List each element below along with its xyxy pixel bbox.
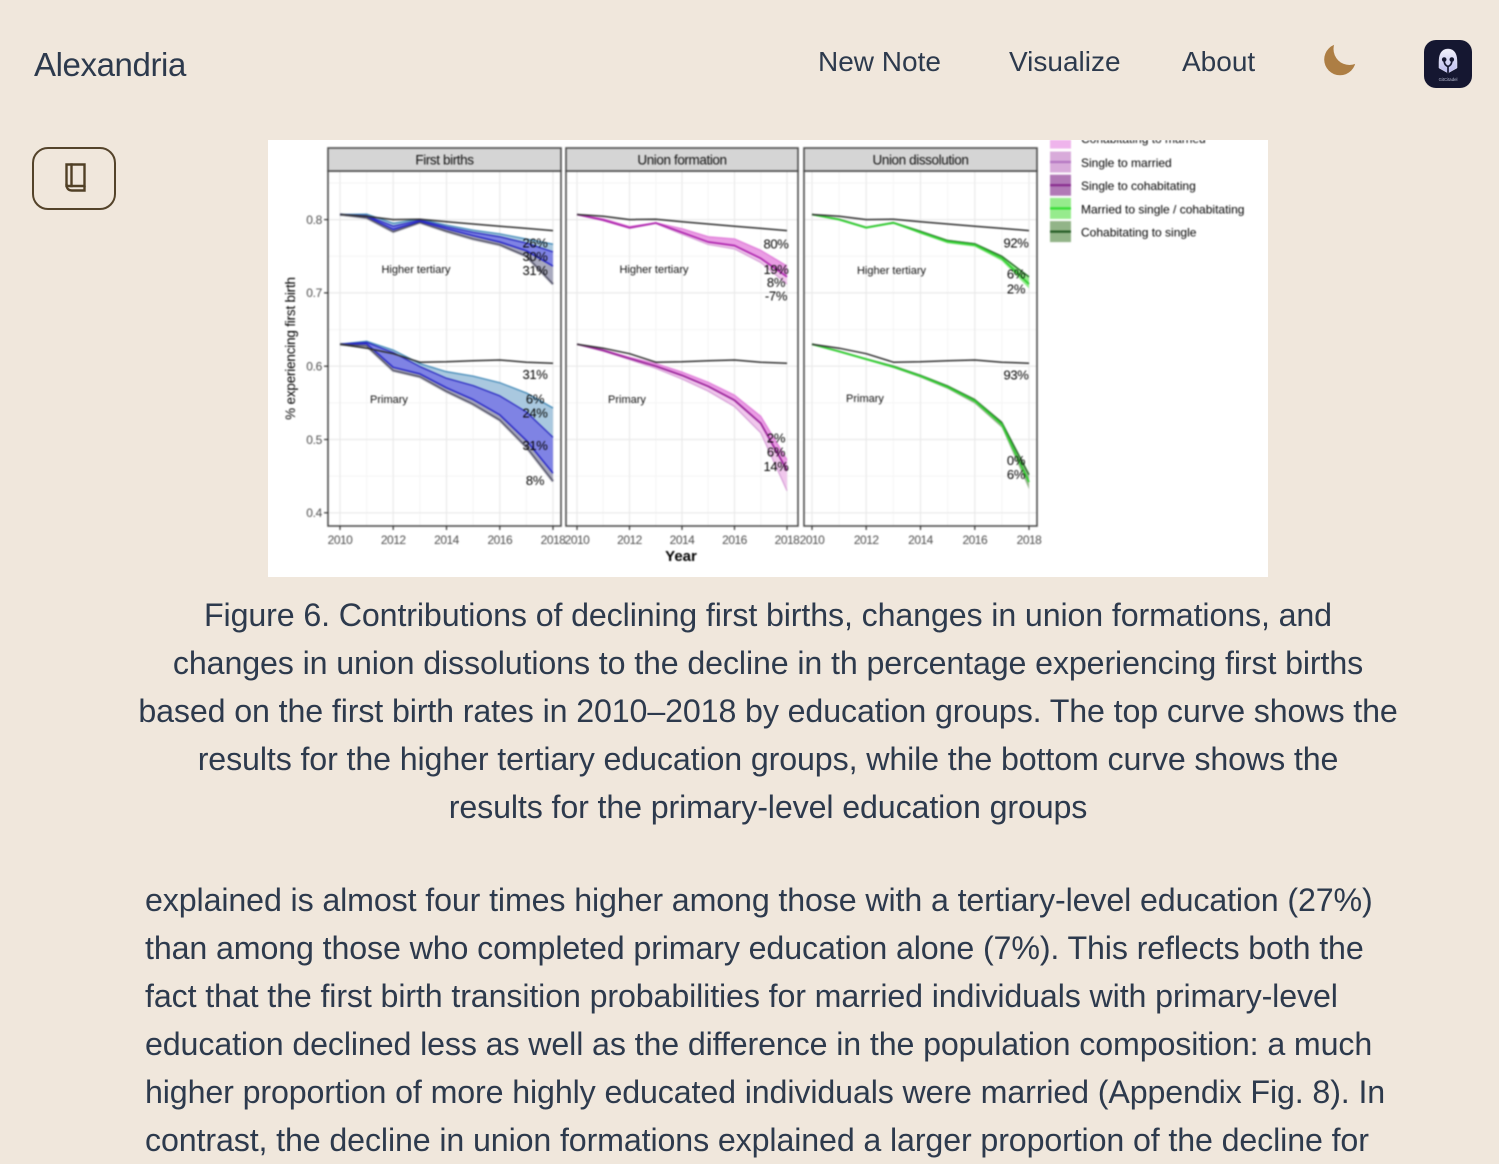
svg-text:2016: 2016 <box>962 533 988 547</box>
svg-text:26%: 26% <box>522 236 548 251</box>
svg-text:0.6: 0.6 <box>306 360 322 374</box>
svg-text:Primary: Primary <box>370 394 408 406</box>
svg-text:Higher tertiary: Higher tertiary <box>857 265 927 277</box>
svg-text:2018: 2018 <box>541 533 567 547</box>
svg-text:% experiencing first birth: % experiencing first birth <box>283 277 298 420</box>
svg-text:80%: 80% <box>763 236 789 251</box>
svg-text:GitCitadel: GitCitadel <box>1439 77 1458 82</box>
svg-text:Cohabitating to married: Cohabitating to married <box>1081 140 1206 146</box>
svg-text:0%: 0% <box>1007 453 1026 468</box>
svg-text:Single to cohabitating: Single to cohabitating <box>1081 179 1196 193</box>
svg-text:31%: 31% <box>522 263 548 278</box>
svg-text:Higher tertiary: Higher tertiary <box>381 264 451 276</box>
svg-text:6%: 6% <box>526 392 545 407</box>
svg-text:0.4: 0.4 <box>306 506 322 520</box>
svg-text:8%: 8% <box>767 275 786 290</box>
svg-text:14%: 14% <box>763 459 789 474</box>
svg-text:2014: 2014 <box>670 533 696 547</box>
svg-text:31%: 31% <box>522 367 548 382</box>
svg-text:2016: 2016 <box>722 533 748 547</box>
svg-text:92%: 92% <box>1003 236 1029 251</box>
svg-text:Union formation: Union formation <box>637 153 726 168</box>
svg-text:19%: 19% <box>763 262 789 277</box>
svg-text:-7%: -7% <box>765 288 788 303</box>
svg-text:30%: 30% <box>522 249 548 264</box>
svg-text:2010: 2010 <box>328 533 354 547</box>
svg-text:2014: 2014 <box>434 533 460 547</box>
svg-text:2018: 2018 <box>1017 533 1043 547</box>
svg-text:2012: 2012 <box>854 533 880 547</box>
svg-text:0.8: 0.8 <box>306 213 322 227</box>
svg-text:2016: 2016 <box>487 533 513 547</box>
svg-text:Primary: Primary <box>608 394 646 406</box>
svg-text:2012: 2012 <box>617 533 643 547</box>
svg-text:Married to single / cohabitati: Married to single / cohabitating <box>1081 202 1244 216</box>
svg-text:2012: 2012 <box>381 533 407 547</box>
svg-text:24%: 24% <box>522 406 548 421</box>
svg-text:93%: 93% <box>1003 368 1029 383</box>
svg-text:6%: 6% <box>1007 467 1026 482</box>
svg-text:2010: 2010 <box>565 533 591 547</box>
svg-text:First births: First births <box>415 153 474 168</box>
svg-text:Union dissolution: Union dissolution <box>872 153 968 168</box>
svg-text:0.7: 0.7 <box>306 286 322 300</box>
svg-text:Single to married: Single to married <box>1081 156 1172 170</box>
svg-text:Cohabitating to single: Cohabitating to single <box>1081 226 1197 240</box>
svg-text:2%: 2% <box>767 431 786 446</box>
svg-text:6%: 6% <box>1007 267 1026 282</box>
svg-text:6%: 6% <box>767 445 786 460</box>
svg-text:8%: 8% <box>526 473 545 488</box>
svg-text:Year: Year <box>665 548 697 565</box>
svg-text:31%: 31% <box>522 438 548 453</box>
svg-text:2%: 2% <box>1007 281 1026 296</box>
svg-text:0.5: 0.5 <box>306 433 322 447</box>
svg-text:Primary: Primary <box>846 393 884 405</box>
svg-text:Higher tertiary: Higher tertiary <box>619 264 689 276</box>
svg-text:2014: 2014 <box>908 533 934 547</box>
svg-text:2018: 2018 <box>775 533 801 547</box>
svg-text:2010: 2010 <box>800 533 826 547</box>
